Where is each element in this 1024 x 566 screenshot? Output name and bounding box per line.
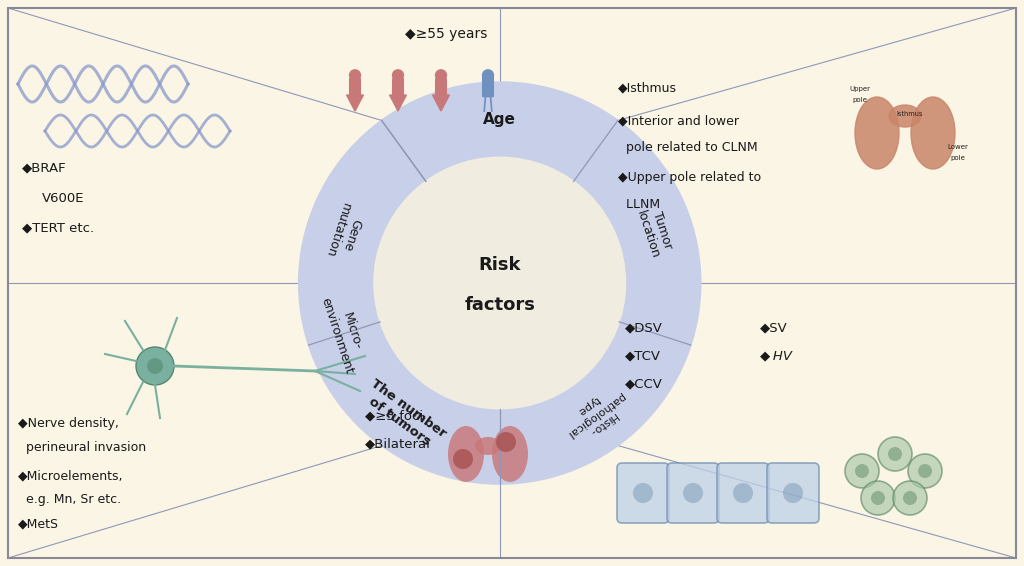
- Text: Micro-
environment: Micro- environment: [318, 291, 370, 376]
- Text: ◆Nerve density,: ◆Nerve density,: [18, 418, 119, 431]
- Text: ◆≥55 years: ◆≥55 years: [406, 27, 487, 41]
- Circle shape: [903, 491, 918, 505]
- Circle shape: [392, 70, 403, 81]
- Ellipse shape: [492, 426, 528, 482]
- Circle shape: [918, 464, 932, 478]
- Text: ◆ HV: ◆ HV: [760, 349, 792, 362]
- Circle shape: [633, 483, 653, 503]
- Text: Isthmus: Isthmus: [897, 111, 924, 117]
- Circle shape: [908, 454, 942, 488]
- Circle shape: [147, 358, 163, 374]
- FancyBboxPatch shape: [767, 463, 819, 523]
- Text: Age: Age: [483, 112, 516, 127]
- FancyBboxPatch shape: [667, 463, 719, 523]
- Ellipse shape: [911, 97, 955, 169]
- FancyBboxPatch shape: [392, 78, 404, 96]
- Text: Histo-
pathological
type: Histo- pathological type: [558, 381, 633, 449]
- Text: ◆CCV: ◆CCV: [625, 378, 663, 391]
- Circle shape: [845, 454, 879, 488]
- Text: ◆Upper pole related to: ◆Upper pole related to: [618, 171, 761, 185]
- Polygon shape: [389, 95, 407, 111]
- Text: ◆MetS: ◆MetS: [18, 517, 59, 530]
- Circle shape: [888, 447, 902, 461]
- Circle shape: [299, 82, 700, 484]
- Text: ◆SV: ◆SV: [760, 321, 787, 335]
- Text: ◆≥3 foci: ◆≥3 foci: [365, 409, 423, 422]
- Circle shape: [435, 70, 446, 81]
- FancyBboxPatch shape: [617, 463, 669, 523]
- Text: ◆TERT etc.: ◆TERT etc.: [22, 221, 94, 234]
- Text: V600E: V600E: [42, 191, 85, 204]
- Circle shape: [349, 70, 360, 81]
- Ellipse shape: [449, 426, 484, 482]
- Circle shape: [683, 483, 703, 503]
- Text: ◆Isthmus: ◆Isthmus: [618, 82, 677, 95]
- Text: e.g. Mn, Sr etc.: e.g. Mn, Sr etc.: [18, 492, 121, 505]
- Text: pole: pole: [950, 155, 966, 161]
- Text: LLNM: LLNM: [618, 198, 660, 211]
- FancyBboxPatch shape: [717, 463, 769, 523]
- Circle shape: [893, 481, 927, 515]
- Text: ◆DSV: ◆DSV: [625, 321, 663, 335]
- Text: ◆Microelements,: ◆Microelements,: [18, 470, 124, 482]
- Circle shape: [871, 491, 885, 505]
- Text: ◆BRAF: ◆BRAF: [22, 161, 67, 174]
- Text: factors: factors: [464, 296, 536, 314]
- Text: Risk: Risk: [478, 256, 521, 274]
- Ellipse shape: [855, 97, 899, 169]
- Text: ◆TCV: ◆TCV: [625, 349, 662, 362]
- Circle shape: [878, 437, 912, 471]
- Text: pole: pole: [853, 97, 867, 103]
- Circle shape: [733, 483, 753, 503]
- Text: ◆Interior and lower: ◆Interior and lower: [618, 114, 739, 127]
- FancyBboxPatch shape: [482, 76, 494, 97]
- Text: perineural invasion: perineural invasion: [18, 441, 146, 454]
- Circle shape: [783, 483, 803, 503]
- Circle shape: [374, 157, 626, 409]
- Circle shape: [861, 481, 895, 515]
- Text: Gene
mutation: Gene mutation: [323, 201, 367, 264]
- Text: The number
of tumors: The number of tumors: [359, 378, 449, 453]
- Circle shape: [136, 347, 174, 385]
- Text: pole related to CLNM: pole related to CLNM: [618, 142, 758, 155]
- Circle shape: [855, 464, 869, 478]
- Text: Tumor
location: Tumor location: [634, 204, 676, 260]
- Ellipse shape: [889, 105, 921, 127]
- Circle shape: [496, 432, 516, 452]
- Circle shape: [482, 70, 494, 81]
- Text: ◆Bilateral: ◆Bilateral: [365, 438, 431, 451]
- FancyBboxPatch shape: [435, 78, 447, 96]
- Circle shape: [453, 449, 473, 469]
- Polygon shape: [432, 95, 450, 111]
- FancyBboxPatch shape: [349, 78, 361, 96]
- Text: Lower: Lower: [947, 144, 969, 150]
- Ellipse shape: [475, 437, 501, 455]
- Text: Upper: Upper: [850, 86, 870, 92]
- Polygon shape: [346, 95, 364, 111]
